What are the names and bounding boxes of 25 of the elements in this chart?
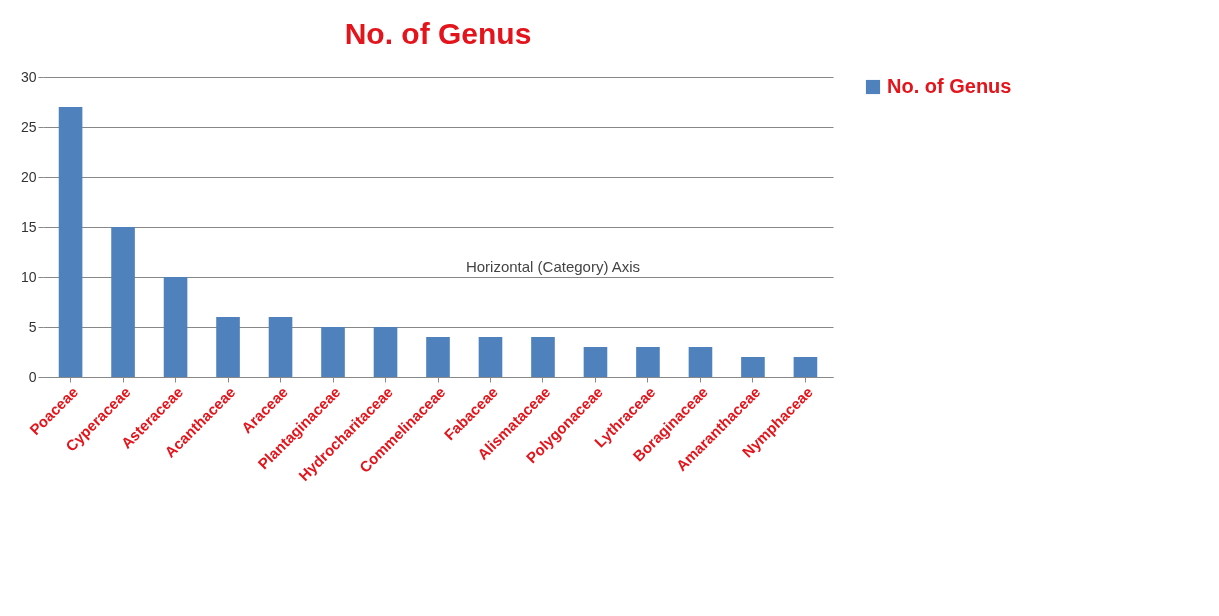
bar <box>688 347 713 377</box>
bar <box>741 357 765 377</box>
chart-title: No. of Genus <box>344 17 532 50</box>
y-tick-label: 30 <box>20 68 37 85</box>
bar <box>373 327 398 377</box>
bar <box>793 357 818 377</box>
bar <box>163 277 188 377</box>
bar <box>531 337 555 377</box>
bar <box>111 227 135 377</box>
y-tick-label: 25 <box>20 118 37 135</box>
bar <box>216 317 240 377</box>
y-tick-label: 20 <box>20 168 37 185</box>
y-tick-label: 5 <box>28 318 37 335</box>
bar <box>321 327 345 377</box>
annotation: Horizontal (Category) Axis <box>465 258 641 275</box>
bar <box>268 317 293 377</box>
legend-label: No. of Genus <box>887 75 1012 97</box>
bar <box>583 347 608 377</box>
bar <box>478 337 503 377</box>
bar <box>426 337 450 377</box>
bar <box>636 347 660 377</box>
y-tick-label: 0 <box>28 368 37 385</box>
y-tick-label: 15 <box>20 218 37 235</box>
bar <box>58 107 83 377</box>
y-tick-label: 10 <box>20 268 37 285</box>
